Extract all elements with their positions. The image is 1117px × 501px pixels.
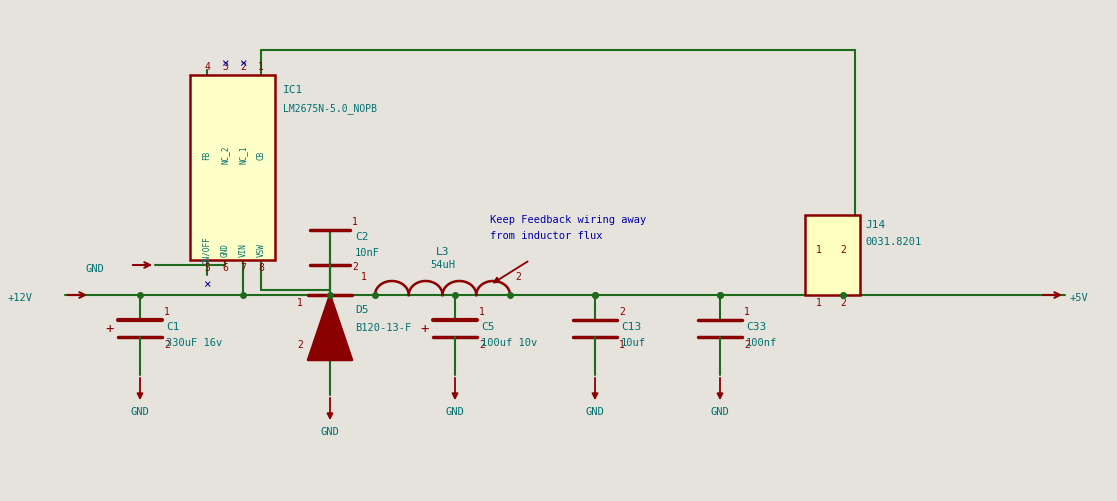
Polygon shape — [308, 295, 352, 360]
Text: 8: 8 — [258, 263, 264, 273]
Text: GND: GND — [710, 407, 729, 417]
Text: 3: 3 — [222, 62, 228, 72]
Text: GND: GND — [85, 264, 104, 274]
Text: 1: 1 — [297, 298, 303, 308]
Text: GND: GND — [131, 407, 150, 417]
Text: 54uH: 54uH — [430, 260, 455, 270]
Text: J14: J14 — [865, 220, 886, 230]
Text: +5V: +5V — [1070, 293, 1089, 303]
Text: 7: 7 — [240, 263, 246, 273]
Text: 2: 2 — [840, 298, 846, 308]
Bar — [805, 215, 860, 295]
Text: 4: 4 — [204, 62, 210, 72]
Text: 1: 1 — [817, 245, 822, 255]
Text: 1: 1 — [619, 340, 624, 350]
Text: +: + — [106, 322, 114, 336]
Text: L3: L3 — [436, 247, 449, 257]
Text: 2: 2 — [515, 272, 521, 282]
Text: C13: C13 — [621, 322, 641, 332]
Text: 2: 2 — [744, 340, 750, 350]
Text: 10uf: 10uf — [621, 338, 646, 348]
Text: LM2675N-5.0_NOPB: LM2675N-5.0_NOPB — [283, 103, 378, 114]
Text: GND: GND — [321, 427, 340, 437]
Text: 1: 1 — [361, 272, 367, 282]
Text: CB: CB — [257, 150, 266, 160]
Text: Keep Feedback wiring away: Keep Feedback wiring away — [490, 215, 647, 225]
Text: C5: C5 — [481, 322, 495, 332]
Text: 1: 1 — [164, 307, 170, 317]
Text: 100nf: 100nf — [746, 338, 777, 348]
Text: B120-13-F: B120-13-F — [355, 323, 411, 333]
Text: IC1: IC1 — [283, 85, 303, 95]
Text: ×: × — [239, 57, 247, 70]
Text: 0031.8201: 0031.8201 — [865, 237, 922, 247]
Text: NC_1: NC_1 — [239, 146, 248, 164]
Text: ×: × — [203, 278, 211, 291]
Text: VIN: VIN — [239, 243, 248, 257]
Text: 1: 1 — [352, 217, 357, 227]
Text: GND: GND — [585, 407, 604, 417]
Text: +: + — [421, 322, 429, 336]
Text: 2: 2 — [240, 62, 246, 72]
Text: 330uF 16v: 330uF 16v — [166, 338, 222, 348]
Text: 6: 6 — [222, 263, 228, 273]
Text: 1: 1 — [744, 307, 750, 317]
Text: 2: 2 — [297, 340, 303, 350]
Text: 2: 2 — [352, 262, 357, 272]
Text: ON/OFF: ON/OFF — [202, 236, 211, 264]
Text: 1: 1 — [258, 62, 264, 72]
Text: C1: C1 — [166, 322, 180, 332]
Text: +12V: +12V — [7, 293, 32, 303]
Text: GND: GND — [220, 243, 229, 257]
Text: 100uf 10v: 100uf 10v — [481, 338, 537, 348]
Text: 2: 2 — [619, 307, 624, 317]
Text: from inductor flux: from inductor flux — [490, 231, 602, 241]
Text: 2: 2 — [840, 245, 846, 255]
Text: 2: 2 — [479, 340, 485, 350]
Text: GND: GND — [446, 407, 465, 417]
Text: 2: 2 — [164, 340, 170, 350]
Text: 5: 5 — [204, 263, 210, 273]
Text: VSW: VSW — [257, 243, 266, 257]
Text: FB: FB — [202, 150, 211, 160]
Text: 10nF: 10nF — [355, 248, 380, 258]
Text: 1: 1 — [479, 307, 485, 317]
Text: D5: D5 — [355, 305, 369, 315]
Text: C33: C33 — [746, 322, 766, 332]
Text: 1: 1 — [817, 298, 822, 308]
Bar — [190, 75, 275, 260]
Text: C2: C2 — [355, 232, 369, 242]
Text: ×: × — [221, 57, 229, 70]
Text: NC_2: NC_2 — [220, 146, 229, 164]
